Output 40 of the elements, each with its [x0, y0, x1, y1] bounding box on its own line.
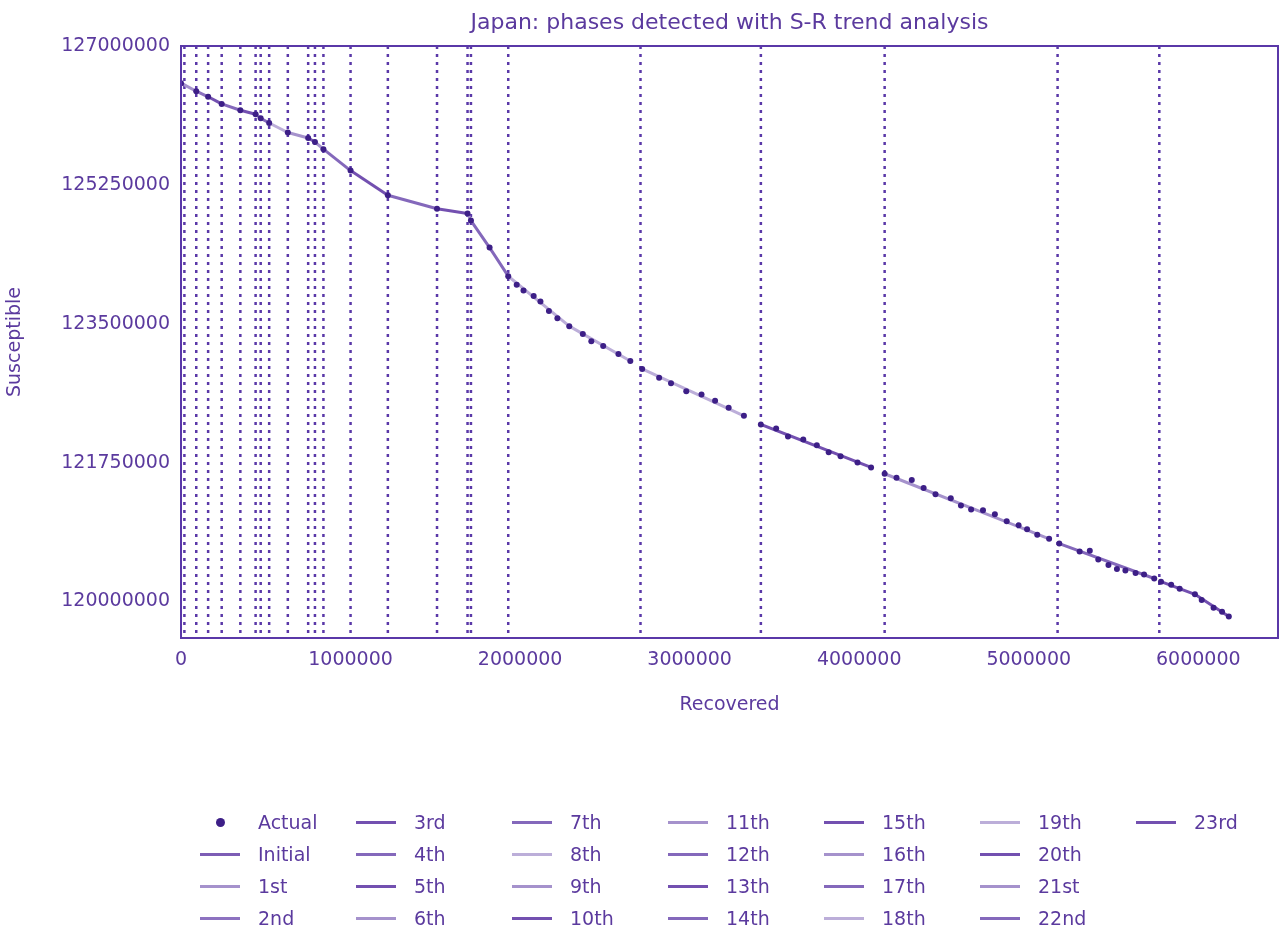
x-tick-label: 1000000	[308, 647, 393, 670]
legend-label: 17th	[882, 875, 926, 897]
x-tick-label: 4000000	[816, 647, 902, 670]
legend-label: 1st	[258, 875, 288, 897]
x-tick-label: 3000000	[647, 647, 732, 670]
legend-label: 6th	[414, 907, 446, 929]
x-tick-label: 6000000	[1156, 647, 1241, 670]
legend-label: Initial	[258, 843, 311, 865]
chart-title: Japan: phases detected with S-R trend analysis	[468, 8, 989, 34]
legend-label: 13th	[726, 875, 770, 897]
y-tick-label: 127000000	[61, 32, 170, 55]
y-tick-label: 121750000	[61, 449, 170, 472]
legend-label: 2nd	[258, 907, 295, 929]
legend-label: 19th	[1038, 811, 1082, 833]
legend-label: 5th	[414, 875, 446, 897]
legend-label: 4th	[414, 843, 446, 865]
y-tick-label: 120000000	[61, 588, 170, 611]
legend-label: 23rd	[1194, 811, 1238, 833]
legend-label: 9th	[570, 875, 602, 897]
legend-label: 7th	[570, 811, 602, 833]
legend-label: 18th	[882, 907, 926, 929]
legend-label: 21st	[1038, 875, 1080, 897]
x-tick-label: 0	[174, 647, 188, 670]
y-tick-label: 125250000	[61, 171, 170, 194]
legend-label: 12th	[726, 843, 770, 865]
x-tick-label: 5000000	[986, 647, 1072, 670]
y-tick-label: 123500000	[61, 310, 170, 333]
y-axis-title: Susceptible	[2, 287, 25, 397]
legend-label: 22nd	[1038, 907, 1087, 929]
legend-label: 3rd	[414, 811, 446, 833]
x-tick-label: 2000000	[477, 647, 563, 670]
x-axis-title: Recovered	[679, 691, 780, 714]
legend-label: Actual	[258, 811, 318, 833]
legend-label: 11th	[726, 811, 770, 833]
legend-label: 20th	[1038, 843, 1082, 865]
legend-label: 15th	[882, 811, 926, 833]
legend-label: 16th	[882, 843, 926, 865]
legend-label: 14th	[726, 907, 770, 929]
legend-label: 10th	[570, 907, 614, 929]
legend-label: 8th	[570, 843, 602, 865]
